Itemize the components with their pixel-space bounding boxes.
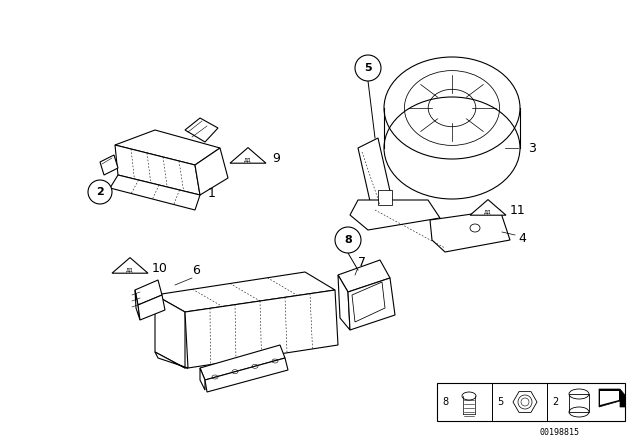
Polygon shape <box>378 190 392 205</box>
Polygon shape <box>155 272 335 312</box>
Polygon shape <box>100 155 118 175</box>
Polygon shape <box>135 280 162 305</box>
Text: 8: 8 <box>344 235 352 245</box>
Text: 10: 10 <box>152 262 168 275</box>
Polygon shape <box>200 368 205 390</box>
Circle shape <box>88 180 112 204</box>
Bar <box>569 394 589 412</box>
Polygon shape <box>112 258 148 273</box>
Text: 3: 3 <box>528 142 536 155</box>
Polygon shape <box>338 260 390 292</box>
Text: 8: 8 <box>442 397 448 407</box>
Circle shape <box>335 227 361 253</box>
Polygon shape <box>200 345 285 380</box>
Text: 9: 9 <box>272 151 280 164</box>
Polygon shape <box>110 175 200 210</box>
Circle shape <box>355 55 381 81</box>
Polygon shape <box>352 282 385 322</box>
Polygon shape <box>513 392 537 413</box>
Polygon shape <box>230 147 266 163</box>
Polygon shape <box>430 210 510 252</box>
Text: 2: 2 <box>96 187 104 197</box>
Polygon shape <box>205 358 288 392</box>
Text: 2: 2 <box>552 397 558 407</box>
Polygon shape <box>358 138 392 210</box>
Polygon shape <box>115 145 200 195</box>
Text: 1: 1 <box>208 186 216 199</box>
Text: 7: 7 <box>358 255 366 268</box>
Polygon shape <box>600 391 619 405</box>
Text: 5: 5 <box>497 397 503 407</box>
Text: 11: 11 <box>510 203 525 216</box>
Polygon shape <box>185 290 338 368</box>
Polygon shape <box>138 295 165 320</box>
Polygon shape <box>195 148 228 195</box>
Text: ДД: ДД <box>244 158 252 163</box>
Polygon shape <box>155 295 185 368</box>
Text: 00198815: 00198815 <box>540 427 580 436</box>
Polygon shape <box>185 118 218 142</box>
Polygon shape <box>155 352 188 368</box>
Text: 5: 5 <box>364 63 372 73</box>
Text: 6: 6 <box>192 263 200 276</box>
Polygon shape <box>348 278 395 330</box>
Polygon shape <box>599 389 625 407</box>
Polygon shape <box>350 200 440 230</box>
Text: ДД: ДД <box>126 267 134 272</box>
Polygon shape <box>338 275 350 330</box>
Text: 4: 4 <box>518 232 526 245</box>
Polygon shape <box>470 200 506 215</box>
Text: ДД: ДД <box>484 210 492 215</box>
Polygon shape <box>135 290 140 320</box>
Bar <box>437 383 625 421</box>
Polygon shape <box>115 130 220 165</box>
